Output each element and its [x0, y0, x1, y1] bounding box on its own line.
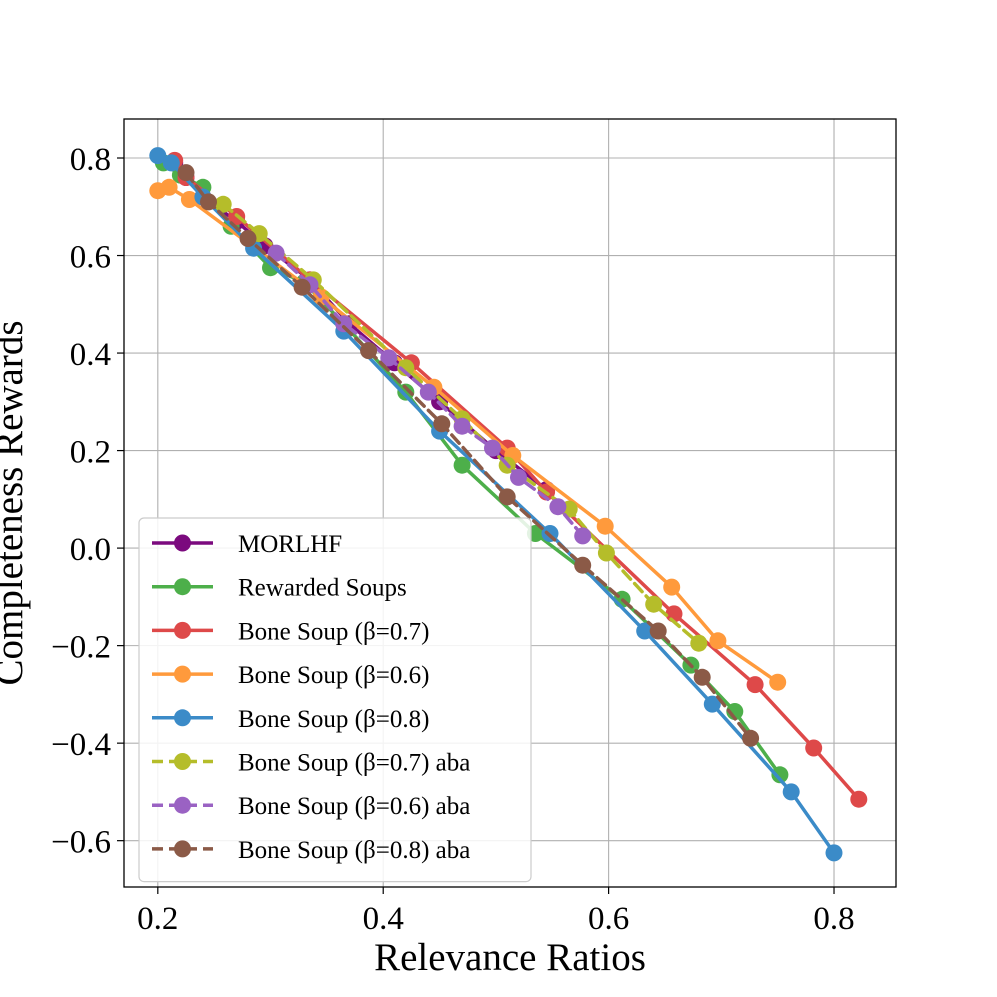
y-tick-label: 0.2: [70, 435, 111, 471]
series-line: [221, 202, 701, 645]
legend-box: [138, 517, 532, 883]
data-point: [177, 164, 195, 182]
legend-entry: Bone Soup (β=0.8): [152, 706, 429, 733]
data-point: [597, 544, 615, 562]
data-point: [636, 622, 654, 640]
legend: MORLHF Rewarded Soups Bone Soup (β=0.7) Bon…: [138, 517, 532, 883]
data-point: [162, 154, 180, 172]
legend-label: Bone Soup (β=0.8) aba: [238, 837, 470, 864]
data-point: [453, 417, 471, 435]
series-7: [177, 164, 760, 747]
legend-swatch-marker: [174, 665, 191, 683]
data-point: [214, 195, 232, 213]
legend-label: Bone Soup (β=0.6) aba: [238, 793, 470, 820]
data-point: [160, 178, 178, 196]
legend-entry: MORLHF: [152, 531, 342, 558]
data-point: [649, 622, 667, 640]
data-point: [335, 315, 353, 333]
legend-entry: Bone Soup (β=0.7) aba: [152, 750, 470, 777]
legend-label: Bone Soup (β=0.8): [238, 706, 429, 733]
y-axis-title: Completeness Rewards: [0, 320, 31, 685]
legend-entry: Bone Soup (β=0.6): [152, 662, 429, 689]
x-tick-label: 0.4: [363, 901, 404, 937]
legend-label: MORLHF: [238, 531, 342, 558]
legend-entry: Bone Soup (β=0.8) aba: [152, 837, 470, 864]
legend-entry: Bone Soup (β=0.7): [152, 618, 429, 645]
data-point: [419, 383, 437, 401]
legend-label: Rewarded Soups: [238, 575, 407, 602]
data-point: [574, 556, 592, 574]
y-axis: 0.8 0.6 0.4 0.2 0.0 −0.2 −0.4 −0.6: [51, 142, 124, 861]
series-layer: [149, 147, 868, 862]
data-point: [769, 673, 787, 691]
data-point: [782, 783, 800, 801]
data-point: [690, 634, 708, 652]
data-point: [453, 456, 471, 474]
y-tick-label: −0.2: [51, 630, 111, 666]
y-tick-label: 0.8: [70, 142, 111, 178]
data-point: [484, 439, 501, 457]
data-point: [239, 230, 257, 247]
data-point: [200, 193, 217, 211]
y-tick-label: 0.4: [70, 337, 111, 373]
x-axis-title: Relevance Ratios: [374, 936, 646, 979]
data-point: [267, 244, 285, 262]
x-axis: 0.2 0.4 0.6 0.8: [137, 887, 855, 937]
data-point: [397, 383, 415, 401]
legend-swatch-marker: [174, 578, 191, 596]
x-tick-label: 0.6: [588, 901, 629, 937]
legend-swatch-marker: [174, 796, 191, 814]
legend-entry: Rewarded Soups: [152, 575, 407, 602]
data-point: [180, 191, 198, 208]
legend-swatch-marker: [174, 534, 191, 552]
plot-frame: [123, 118, 897, 888]
y-tick-label: 0.0: [70, 532, 111, 568]
data-point: [596, 517, 614, 535]
data-point: [149, 147, 167, 165]
series-6: [267, 244, 592, 545]
data-point: [397, 359, 415, 377]
data-point: [709, 632, 727, 650]
data-point: [693, 668, 711, 686]
data-point: [293, 278, 311, 296]
data-point: [663, 578, 681, 596]
y-tick-label: −0.6: [51, 825, 111, 861]
y-tick-label: −0.4: [51, 727, 111, 763]
data-point: [433, 415, 451, 433]
legend-swatch-marker: [174, 840, 191, 858]
data-point: [574, 527, 592, 545]
data-point: [549, 498, 567, 516]
x-tick-label: 0.8: [813, 901, 854, 937]
data-point: [703, 695, 721, 713]
series-line: [156, 185, 780, 684]
data-point: [771, 766, 789, 784]
data-point: [825, 844, 843, 862]
data-point: [805, 739, 823, 757]
data-point: [742, 729, 760, 747]
legend-entry: Bone Soup (β=0.6) aba: [152, 793, 470, 820]
data-point: [645, 595, 663, 613]
legend-label: Bone Soup (β=0.7): [238, 618, 429, 645]
y-tick-label: 0.6: [70, 240, 111, 276]
data-point: [510, 468, 527, 486]
legend-swatch-marker: [174, 621, 191, 639]
series-line: [274, 251, 585, 538]
data-point: [380, 349, 398, 367]
legend-swatch-marker: [174, 753, 191, 770]
data-point: [360, 342, 378, 360]
data-point: [746, 676, 764, 694]
data-point: [850, 790, 868, 808]
x-tick-label: 0.2: [137, 901, 178, 937]
data-point: [498, 488, 516, 506]
legend-label: Bone Soup (β=0.6): [238, 662, 429, 689]
legend-swatch-marker: [174, 709, 191, 727]
legend-label: Bone Soup (β=0.7) aba: [238, 750, 470, 777]
